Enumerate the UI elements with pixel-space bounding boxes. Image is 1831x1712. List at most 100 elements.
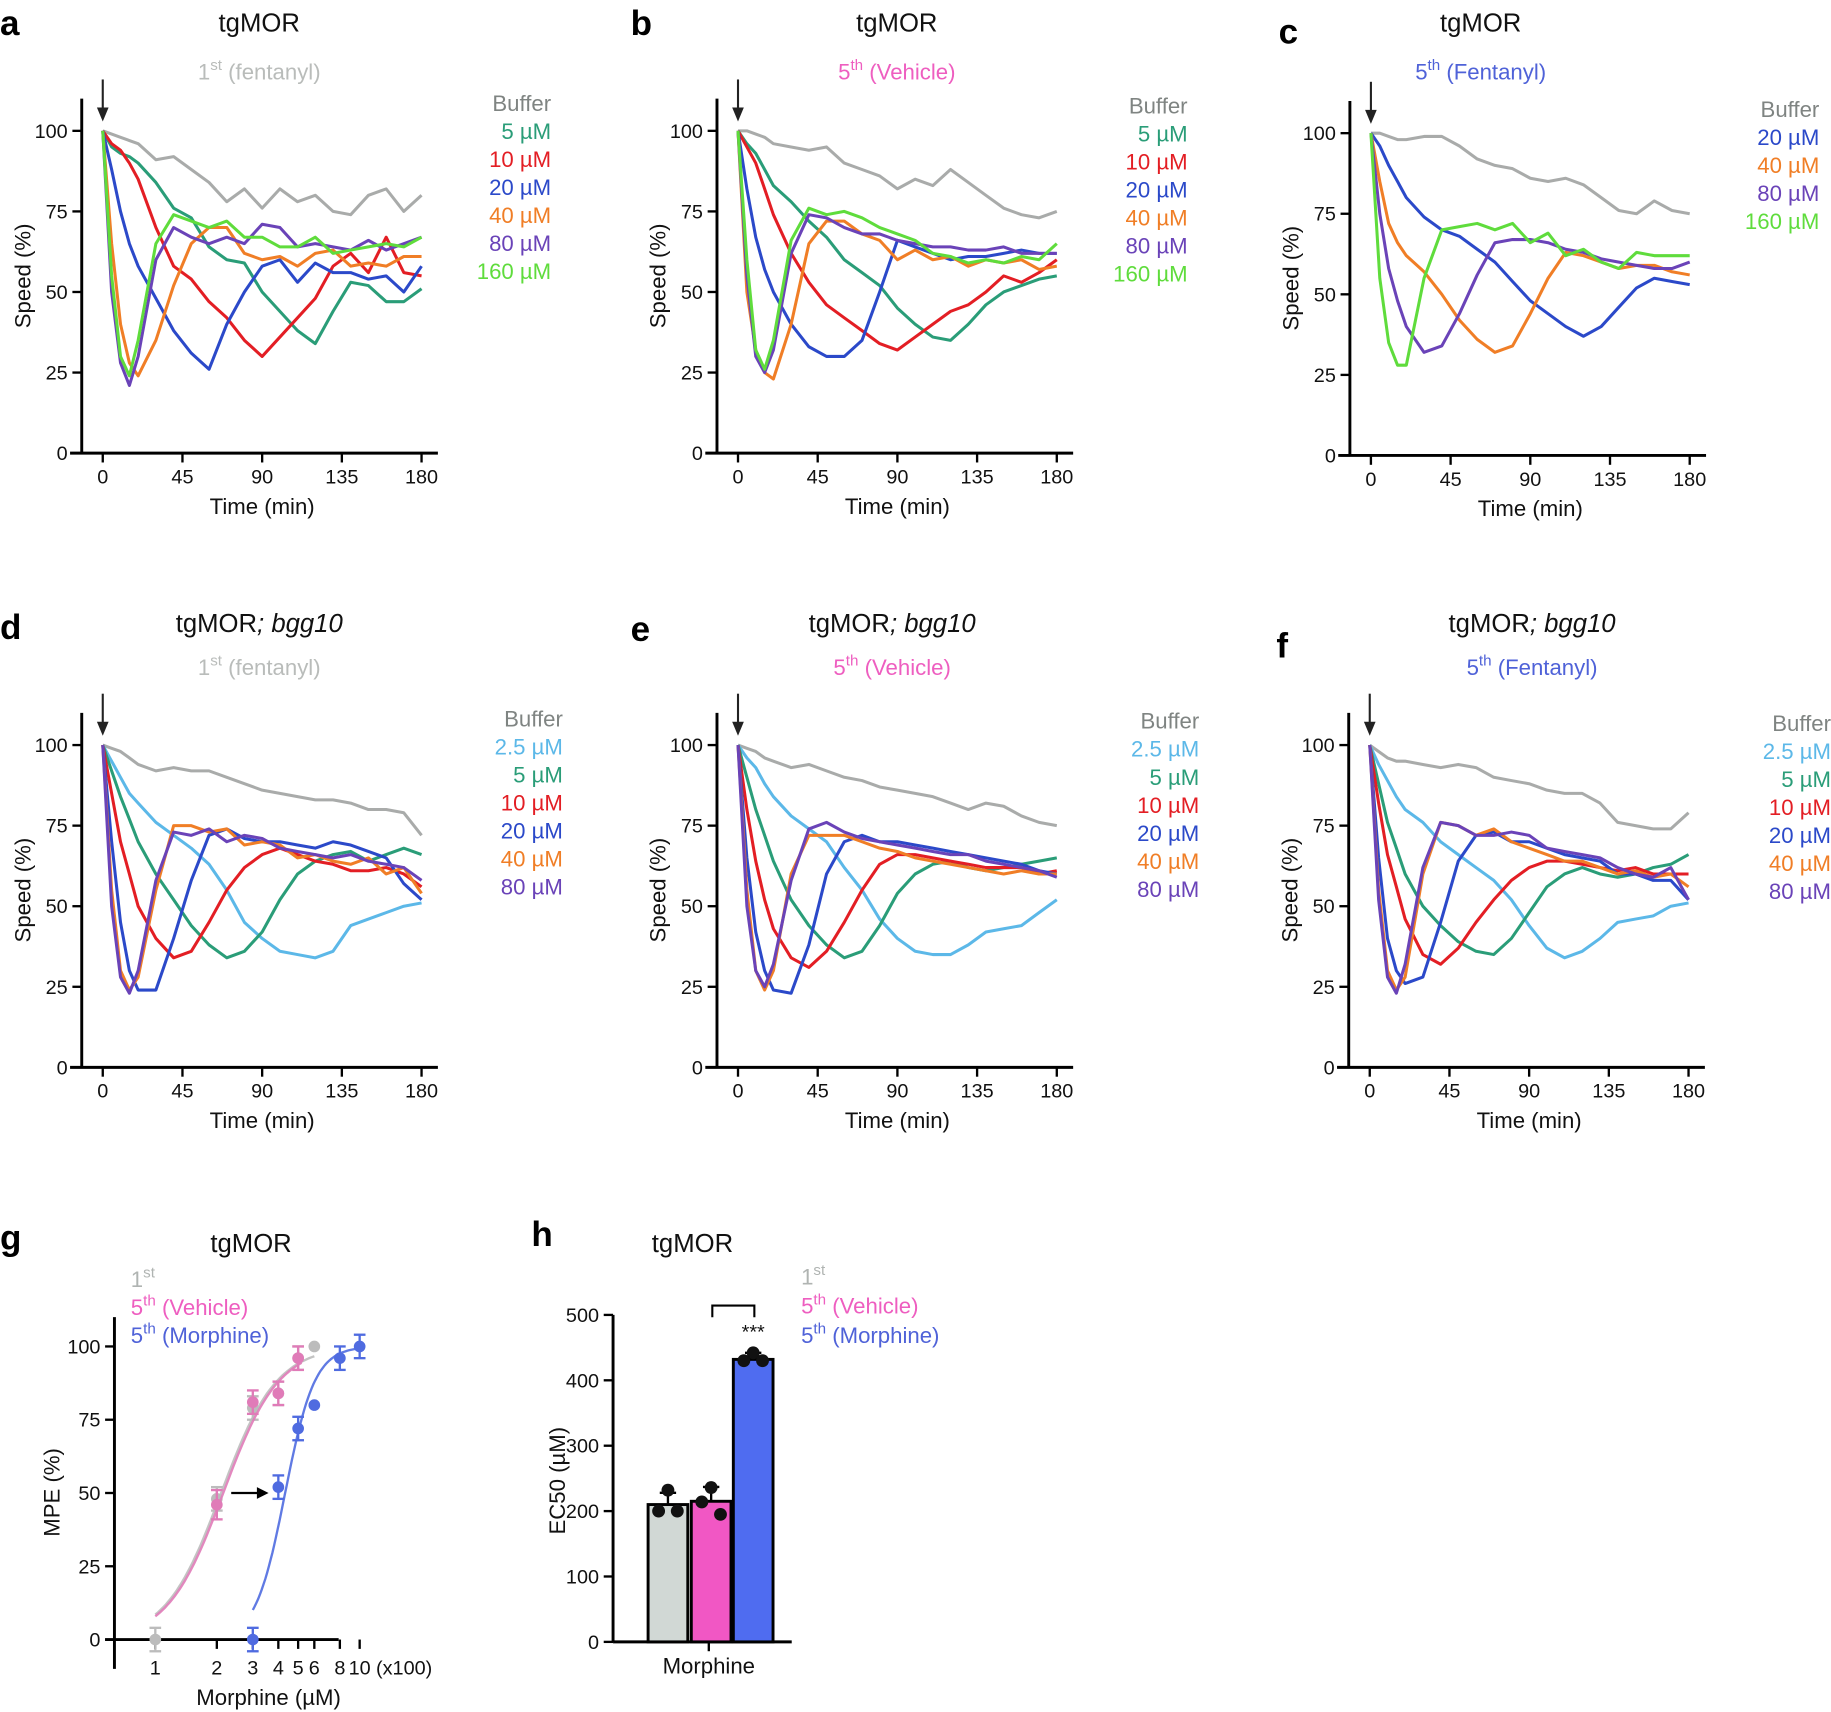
- ordinal: 5: [801, 1294, 813, 1319]
- title-genotype: ; bgg10: [257, 610, 343, 638]
- data-point: [756, 1354, 769, 1368]
- legend-entry: Buffer: [1129, 93, 1188, 118]
- x-tick-label: 180: [405, 466, 438, 488]
- x-tick-label: 180: [1040, 466, 1073, 488]
- y-tick-label: 500: [566, 1305, 599, 1327]
- data-point: [670, 1504, 684, 1518]
- title-main: tgMOR: [1449, 610, 1530, 638]
- panel-f: tgMOR; bgg10 5th (Fentanyl) 0 25 50 75 100 0 45 9…: [1277, 610, 1831, 1133]
- legend-entry: Buffer: [1140, 709, 1199, 734]
- series-line: [102, 743, 423, 837]
- y-axis-label: MPE (%): [40, 1448, 65, 1537]
- x-tick-label: 135: [961, 1081, 994, 1103]
- superscript: th: [813, 1321, 826, 1338]
- legend-entry: 10 µM: [1137, 793, 1199, 818]
- panel-subtitle: 1st (fentanyl): [198, 653, 321, 680]
- label-text: (Vehicle): [826, 1294, 918, 1319]
- y-tick-label: 50: [78, 1483, 100, 1505]
- data-point: [334, 1352, 346, 1365]
- y-tick-label: 300: [566, 1436, 599, 1458]
- x-tick-label: 135: [325, 466, 358, 488]
- x-tick-label: Morphine: [663, 1653, 755, 1678]
- legend-entry: Buffer: [492, 91, 551, 116]
- panel-title: tgMOR: [219, 10, 300, 38]
- x-tick-label: 45: [1440, 469, 1462, 491]
- legend-entry: 80 µM: [1126, 233, 1188, 258]
- x-tick-label: 0: [732, 466, 743, 488]
- y-tick-label: 25: [681, 363, 703, 385]
- legend-entry: 5th (Morphine): [131, 1321, 269, 1348]
- panel-title: tgMOR: [652, 1230, 733, 1258]
- arrow-head-icon: [96, 721, 109, 736]
- ordinal: 5: [1415, 59, 1427, 84]
- x-tick-label: 180: [1672, 1081, 1705, 1103]
- ordinal: 5: [131, 1295, 143, 1320]
- legend-entry: 5th (Morphine): [801, 1321, 939, 1348]
- panel-letter-g: g: [0, 1219, 21, 1258]
- y-tick-label: 400: [566, 1370, 599, 1392]
- legend-entry: 20 µM: [1126, 177, 1188, 202]
- legend-entry: 5th (Vehicle): [801, 1291, 918, 1318]
- series-line: [1369, 133, 1690, 367]
- y-tick-label: 25: [46, 363, 68, 385]
- series-line: [1369, 132, 1690, 338]
- panel-title: tgMOR: [1440, 10, 1521, 38]
- y-tick-label: 50: [1313, 896, 1335, 918]
- legend-entry: Buffer: [1772, 711, 1831, 736]
- ordinal: 1: [801, 1265, 813, 1290]
- panel-c: tgMOR 5th (Fentanyl) 0 25 50 75 100 0 45 90 135 180…: [1279, 10, 1820, 522]
- y-axis-label: Speed (%): [646, 838, 671, 943]
- panel-e: tgMOR; bgg10 5th (Vehicle) 0 25 50 75 100 0 45 90…: [646, 610, 1200, 1133]
- data-point: [272, 1481, 285, 1493]
- series-line: [101, 129, 422, 358]
- x-tick-label: 90: [886, 466, 908, 488]
- y-axis-label: Speed (%): [646, 223, 671, 328]
- panel-letter-b: b: [631, 4, 652, 43]
- x-axis-label: Morphine (µM): [196, 1685, 341, 1710]
- legend-entry: 80 µM: [1769, 879, 1831, 904]
- legend-entry: 5th (Vehicle): [131, 1293, 248, 1320]
- x-tick-label: 90: [251, 466, 273, 488]
- series-line: [736, 744, 1057, 992]
- legend-entry: 80 µM: [489, 231, 551, 256]
- x-tick-label: 0: [1365, 469, 1376, 491]
- ordinal: 1: [198, 59, 210, 84]
- superscript: th: [1479, 653, 1492, 670]
- x-tick-label: 90: [886, 1081, 908, 1103]
- x-axis-label: Time (min): [210, 1108, 315, 1133]
- series-line: [101, 744, 423, 960]
- y-tick-label: 0: [89, 1630, 100, 1652]
- series-line: [736, 130, 1057, 358]
- x-tick-label: 10: [349, 1658, 371, 1680]
- superscript: th: [813, 1291, 826, 1308]
- series-line: [1368, 744, 1689, 960]
- y-tick-label: 0: [588, 1632, 599, 1654]
- legend-entry: Buffer: [504, 706, 563, 731]
- series-line: [736, 130, 1057, 375]
- data-point: [149, 1633, 162, 1646]
- y-tick-label: 100: [670, 121, 703, 143]
- series-line: [1368, 743, 1690, 831]
- x-axis-label: Time (min): [1478, 496, 1583, 521]
- bar: [646, 1503, 690, 1644]
- ordinal: 5: [801, 1323, 813, 1348]
- y-tick-label: 0: [1324, 1057, 1335, 1079]
- y-axis-label: Speed (%): [1279, 226, 1304, 331]
- legend-entry: 40 µM: [1769, 851, 1831, 876]
- x-axis-label: Time (min): [210, 494, 315, 519]
- y-tick-label: 100: [670, 735, 703, 757]
- legend-entry: 20 µM: [1137, 821, 1199, 846]
- x-tick-label: 135: [1592, 1081, 1625, 1103]
- arrow-head-icon: [732, 721, 744, 736]
- x-tick-label: 45: [807, 1081, 829, 1103]
- legend-entry: 10 µM: [1126, 149, 1188, 174]
- series-line: [101, 130, 422, 378]
- panel-letter-d: d: [0, 608, 21, 647]
- x-tick-label: 135: [1593, 469, 1626, 491]
- label-text: (Fentanyl): [1440, 59, 1546, 84]
- y-tick-label: 25: [1313, 977, 1335, 999]
- legend-entry: 20 µM: [1757, 125, 1819, 150]
- series-line: [736, 744, 1058, 989]
- title-main: tgMOR: [219, 10, 300, 38]
